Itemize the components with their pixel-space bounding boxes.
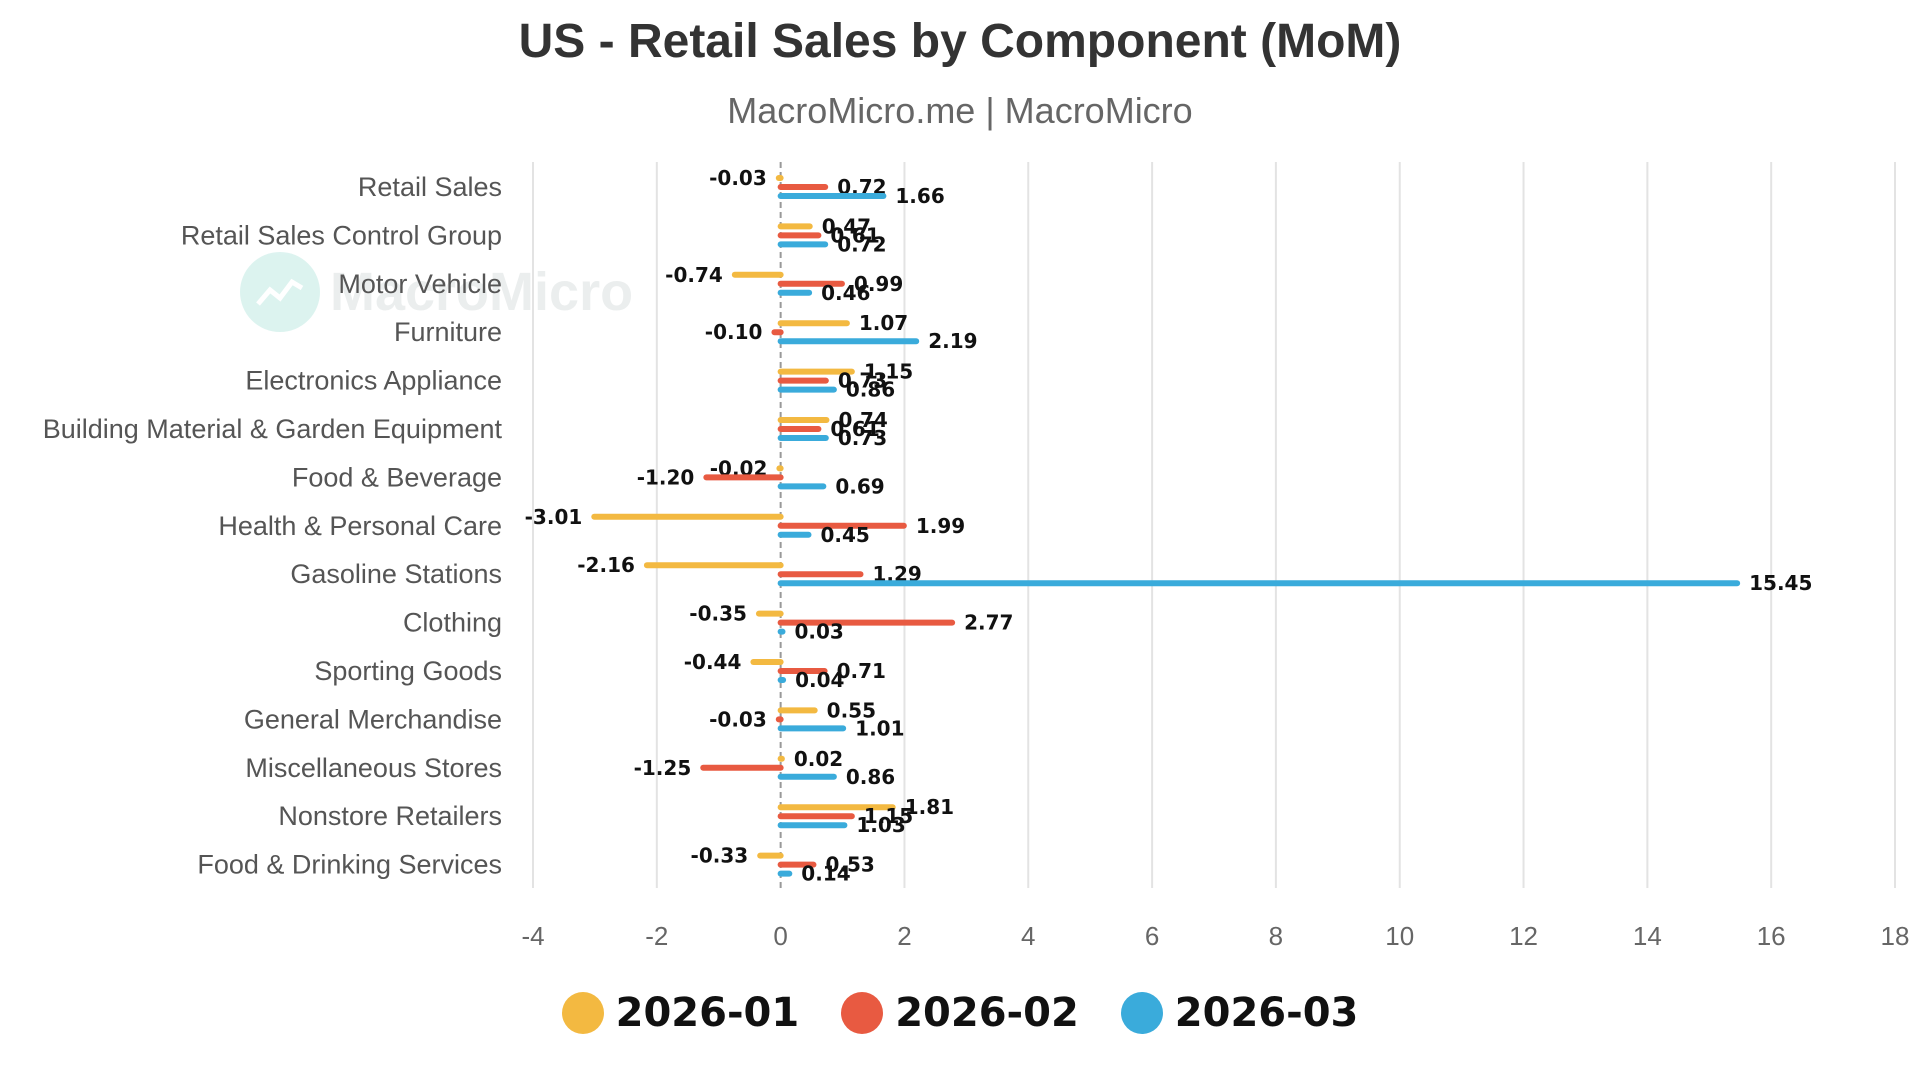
x-tick-label: 18 — [1881, 921, 1910, 951]
category-label: Food & Drinking Services — [197, 850, 502, 880]
category-label: Furniture — [394, 317, 502, 347]
plot-area: -4 -2 0 2 4 6 8 10 12 14 16 18 Retail Sales -0.03 0.72… — [43, 162, 1910, 951]
legend: 2026-01 2026-02 2026-03 — [0, 990, 1920, 1036]
legend-label: 2026-02 — [895, 990, 1079, 1036]
data-label: 1.07 — [859, 311, 908, 335]
data-label: 0.99 — [854, 272, 903, 296]
data-label: -1.25 — [634, 756, 692, 780]
data-label: 0.47 — [822, 214, 871, 238]
data-label: 15.45 — [1749, 571, 1812, 595]
legend-item-2026-03[interactable]: 2026-03 — [1120, 990, 1359, 1036]
category-label: Retail Sales Control Group — [181, 220, 502, 250]
x-tick-label: 2 — [897, 921, 911, 951]
data-label: 2.77 — [964, 611, 1013, 635]
x-tick-label: -4 — [521, 921, 544, 951]
data-label: 0.45 — [820, 523, 869, 547]
data-label: -0.03 — [709, 707, 767, 731]
data-label: 1.01 — [855, 716, 904, 740]
x-tick-label: 12 — [1509, 921, 1538, 951]
x-tick-label: 8 — [1269, 921, 1283, 951]
data-label: 1.15 — [864, 804, 913, 828]
x-tick-label: 6 — [1145, 921, 1159, 951]
data-label: 0.55 — [827, 698, 876, 722]
category-label: General Merchandise — [244, 704, 502, 734]
x-tick-label: 10 — [1385, 921, 1414, 951]
category-label: Sporting Goods — [314, 656, 502, 686]
data-label: 0.46 — [821, 281, 870, 305]
data-label: 0.73 — [838, 369, 887, 393]
category-label: Gasoline Stations — [290, 559, 502, 589]
data-label: 0.53 — [825, 853, 874, 877]
data-label: 0.73 — [838, 426, 887, 450]
category-label: Motor Vehicle — [338, 269, 502, 299]
data-label: 0.14 — [801, 862, 850, 886]
data-label: 0.03 — [794, 620, 843, 644]
category-label: Electronics Appliance — [245, 366, 502, 396]
legend-swatch-icon — [1120, 992, 1163, 1034]
data-label: 0.04 — [795, 668, 844, 692]
data-label: 1.15 — [864, 360, 913, 384]
x-tick-label: 14 — [1633, 921, 1662, 951]
data-label: 0.71 — [837, 659, 886, 683]
data-label: -1.20 — [637, 465, 695, 489]
data-label: 0.74 — [838, 408, 887, 432]
x-tick-label: -2 — [645, 921, 668, 951]
data-label: -0.03 — [709, 166, 767, 190]
data-label: 0.86 — [846, 378, 895, 402]
data-label: -3.01 — [525, 505, 583, 529]
legend-swatch-icon — [561, 992, 604, 1034]
data-label: 1.03 — [856, 813, 905, 837]
data-label: -0.44 — [684, 650, 742, 674]
category-label: Miscellaneous Stores — [245, 753, 502, 783]
legend-swatch-icon — [841, 992, 884, 1034]
data-label: 1.66 — [895, 184, 944, 208]
data-label: 0.86 — [846, 765, 895, 789]
category-label: Building Material & Garden Equipment — [43, 414, 503, 444]
category-label: Health & Personal Care — [218, 511, 502, 541]
data-label: 0.61 — [830, 417, 879, 441]
data-label: 0.61 — [830, 223, 879, 247]
category-label: Clothing — [403, 608, 502, 638]
legend-label: 2026-03 — [1174, 990, 1359, 1036]
category-label: Food & Beverage — [292, 462, 502, 492]
chart-title: US - Retail Sales by Component (MoM) — [518, 15, 1402, 68]
data-label: -2.16 — [577, 553, 635, 577]
legend-label: 2026-01 — [615, 990, 800, 1036]
category-label: Nonstore Retailers — [278, 801, 502, 831]
legend-item-2026-02[interactable]: 2026-02 — [841, 990, 1079, 1036]
data-label: 0.72 — [837, 232, 886, 256]
data-label: 2.19 — [928, 329, 977, 353]
x-tick-label: 16 — [1757, 921, 1786, 951]
data-label: -0.10 — [705, 320, 763, 344]
data-label: -0.35 — [689, 602, 747, 626]
category-label: Retail Sales — [358, 172, 502, 202]
x-tick-label: 0 — [773, 921, 787, 951]
data-label: 0.69 — [835, 474, 884, 498]
data-label: 1.81 — [905, 795, 954, 819]
data-label: 0.02 — [794, 747, 843, 771]
legend-item-2026-01[interactable]: 2026-01 — [561, 990, 800, 1036]
chart-subtitle: MacroMicro.me | MacroMicro — [727, 90, 1193, 131]
data-label: -0.33 — [691, 844, 749, 868]
data-label: 1.99 — [916, 514, 965, 538]
x-tick-label: 4 — [1021, 921, 1035, 951]
data-label: -0.74 — [665, 263, 723, 287]
